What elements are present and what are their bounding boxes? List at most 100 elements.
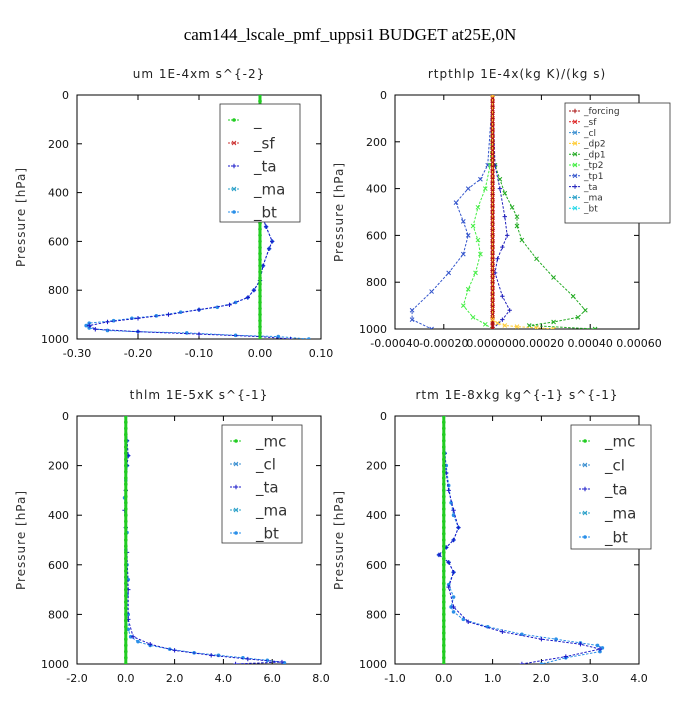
panel-1: um 1E-4xm s^{-2} Pressure [hPa] -0.30 -0.20…: [14, 67, 333, 360]
x-tick-label: 8.0: [312, 672, 330, 685]
data-point: [241, 656, 245, 660]
data-point: [263, 224, 269, 229]
data-point: [451, 537, 456, 543]
data-point: [196, 331, 202, 337]
data-point: [442, 432, 446, 437]
data-point: [446, 560, 451, 565]
data-point: [288, 336, 293, 339]
legend-label: _ta: [253, 157, 277, 176]
y-tick-label: 200: [48, 138, 69, 151]
data-point: [570, 293, 576, 299]
data-point: [135, 329, 141, 334]
data-point: [258, 257, 262, 262]
panel-title: rtpthlp 1E-4x(kg K)/(kg s): [428, 67, 606, 81]
x-tick-label: 0.0: [117, 672, 135, 685]
data-point: [258, 300, 262, 305]
data-point: [409, 317, 415, 322]
data-point: [124, 594, 128, 598]
y-tick-label: 400: [366, 509, 387, 522]
x-tick-label: 4.0: [630, 672, 648, 685]
data-point: [551, 326, 556, 329]
y-tick-label: 800: [48, 608, 69, 621]
x-tick-label: 1.0: [484, 672, 502, 685]
data-point: [442, 656, 446, 660]
data-point: [442, 606, 446, 610]
data-point: [578, 641, 583, 647]
x-tick-label: 0.10: [309, 347, 334, 360]
data-point: [124, 625, 128, 629]
data-point: [495, 256, 500, 261]
legend-label: _sf: [253, 134, 275, 153]
plot-frame: [76, 415, 322, 665]
data-point: [124, 575, 128, 579]
data-point: [124, 556, 128, 561]
y-tick-label: 200: [366, 460, 387, 473]
legend-box: [221, 424, 303, 544]
data-point: [105, 319, 110, 325]
data-point: [124, 662, 128, 664]
data-point: [442, 544, 446, 548]
series-line-tp1: [411, 95, 494, 329]
data-point: [124, 420, 128, 425]
y-tick-label: 600: [366, 229, 387, 242]
data-point: [124, 544, 128, 548]
x-tick-label: 0.00060: [616, 337, 662, 350]
legend-label: _dp2: [583, 140, 606, 150]
data-point: [451, 595, 456, 599]
data-point: [233, 484, 239, 490]
data-point: [245, 295, 250, 300]
data-point: [442, 550, 446, 555]
data-point: [442, 587, 446, 592]
x-tick-label: 0.00: [248, 347, 273, 360]
data-point: [270, 239, 275, 244]
data-point: [124, 482, 128, 487]
data-point: [124, 507, 128, 511]
data-point: [514, 324, 520, 329]
data-point: [258, 306, 262, 311]
data-point: [233, 507, 239, 513]
data-point: [446, 488, 451, 493]
y-tick-label: 600: [48, 235, 69, 248]
data-point: [582, 510, 588, 516]
data-point: [135, 316, 141, 321]
data-point: [124, 426, 128, 431]
data-point: [124, 569, 128, 573]
data-point: [126, 627, 131, 632]
data-point: [519, 661, 525, 664]
legend-box: [570, 424, 652, 550]
data-point: [436, 552, 442, 558]
data-point: [124, 501, 128, 505]
data-point: [87, 321, 91, 325]
data-point: [451, 570, 456, 575]
data-point: [216, 653, 221, 658]
data-point: [233, 300, 238, 305]
data-point: [124, 600, 128, 604]
x-tick-label: -0.30: [63, 347, 91, 360]
data-point: [582, 462, 588, 468]
data-point: [442, 662, 446, 664]
data-point: [572, 130, 578, 135]
data-point: [465, 233, 471, 238]
legend-label: _mc: [255, 432, 286, 451]
data-point: [572, 173, 578, 179]
panel-2: rtpthlp 1E-4x(kg K)/(kg s) Pressure [hPa]…: [332, 67, 671, 350]
data-point: [442, 451, 446, 456]
data-point: [442, 426, 446, 431]
data-point: [500, 629, 505, 634]
data-point: [539, 637, 544, 642]
data-point: [233, 461, 239, 467]
data-point: [442, 476, 446, 480]
legend-label: _mc: [604, 432, 635, 451]
legend-label: _sf: [583, 118, 597, 128]
legend-label: _tp2: [583, 161, 603, 171]
data-point: [442, 594, 446, 598]
data-point: [475, 204, 481, 210]
data-point: [442, 470, 446, 474]
data-point: [449, 605, 453, 609]
data-point: [442, 556, 446, 561]
data-point: [442, 513, 446, 517]
data-point: [551, 319, 556, 325]
data-point: [124, 656, 128, 660]
y-tick-label: 600: [48, 559, 69, 572]
